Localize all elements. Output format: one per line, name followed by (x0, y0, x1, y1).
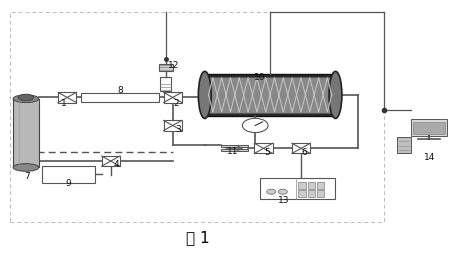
Text: 3: 3 (175, 125, 181, 134)
Bar (101, 156, 120, 166)
Text: 2: 2 (173, 99, 178, 108)
Text: 10: 10 (253, 73, 265, 82)
Ellipse shape (13, 95, 39, 103)
Bar (163, 92, 181, 103)
Bar (42, 166, 95, 183)
Bar (254, 143, 272, 153)
Text: 4: 4 (114, 161, 119, 169)
Bar (207, 77, 332, 113)
Bar (163, 120, 181, 131)
Text: 9: 9 (66, 179, 71, 188)
Text: 5: 5 (263, 148, 269, 157)
Bar (307, 183, 314, 189)
Bar (291, 143, 309, 153)
Text: 12: 12 (168, 61, 179, 70)
Bar (316, 190, 324, 197)
Bar (13, 99, 39, 167)
Circle shape (278, 189, 287, 194)
Ellipse shape (328, 71, 341, 119)
Bar (220, 149, 248, 152)
Circle shape (266, 189, 275, 194)
Text: 13: 13 (278, 196, 289, 205)
Bar (259, 178, 335, 199)
Bar (220, 145, 248, 147)
Text: 14: 14 (423, 153, 434, 162)
Text: 11: 11 (226, 147, 237, 156)
Ellipse shape (18, 94, 34, 101)
Bar (298, 183, 305, 189)
Bar (298, 190, 305, 197)
Ellipse shape (13, 164, 39, 171)
Text: 6: 6 (301, 148, 307, 157)
Bar (204, 74, 335, 116)
Bar (158, 63, 172, 71)
Circle shape (242, 118, 268, 133)
Bar (58, 92, 76, 103)
Text: 图 1: 图 1 (186, 230, 209, 245)
Text: 8: 8 (117, 86, 123, 95)
Text: 7: 7 (24, 172, 30, 181)
Text: 1: 1 (61, 99, 67, 108)
Bar (10, 12, 383, 222)
Bar (316, 183, 324, 189)
Bar (410, 119, 446, 136)
Ellipse shape (198, 71, 211, 119)
Bar (81, 93, 158, 102)
Bar (397, 137, 410, 153)
Bar (160, 77, 171, 91)
Bar (413, 122, 444, 134)
Bar (307, 190, 314, 197)
